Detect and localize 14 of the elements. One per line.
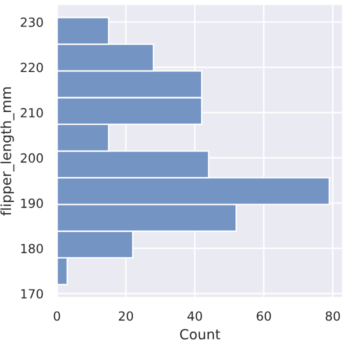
x-tick-label: 0: [54, 311, 60, 321]
x-axis-title: Count: [180, 329, 220, 340]
y-tick-label: 170: [21, 289, 43, 299]
y-tick-label: 220: [20, 62, 43, 72]
y-tick-label: 210: [20, 108, 43, 118]
y-axis-title: flipper_length_mm: [0, 87, 14, 216]
x-tick-label: 80: [326, 311, 340, 321]
y-tick-label: 200: [20, 153, 43, 163]
y-tick-label: 190: [21, 198, 43, 208]
x-tick-label: 60: [256, 311, 271, 321]
y-tick-label: 180: [21, 244, 43, 254]
x-tick-label: 20: [118, 311, 134, 321]
x-tick-label: 40: [188, 311, 202, 321]
y-tick-label: 230: [20, 18, 43, 27]
